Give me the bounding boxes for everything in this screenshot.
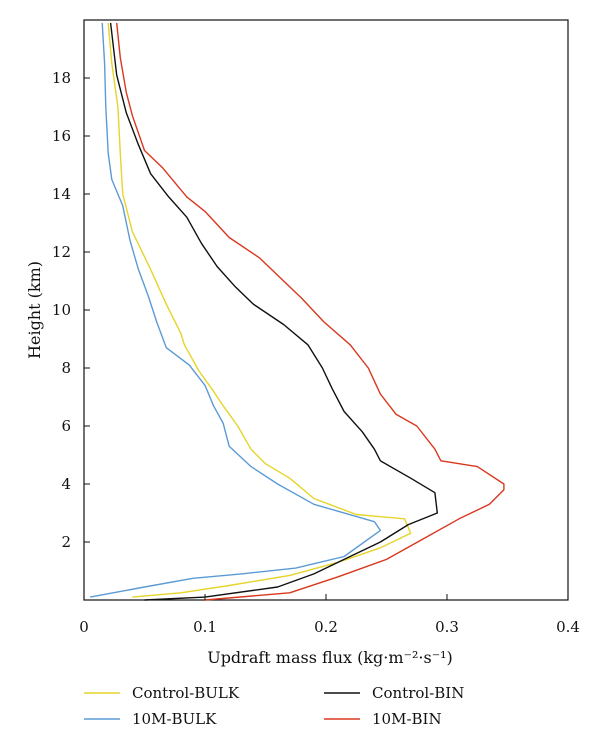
legend-label: Control-BIN — [372, 684, 464, 702]
x-tick-label: 0.4 — [556, 618, 580, 636]
y-tick-label: 10 — [52, 301, 71, 319]
legend-label: Control-BULK — [132, 684, 240, 702]
series-line-control-bin — [109, 22, 438, 601]
y-axis-title: Height (km) — [25, 261, 44, 359]
y-tick-label: 14 — [52, 185, 71, 203]
legend: Control-BULK Control-BIN 10M-BULK 10M-BIN — [84, 684, 464, 728]
y-axis: 2 4 6 8 10 12 14 16 18 — [52, 69, 90, 551]
x-tick-label: 0 — [79, 618, 89, 636]
series-line-10m-bulk — [89, 22, 382, 598]
x-tick-label: 0.2 — [314, 618, 338, 636]
y-tick-label: 4 — [61, 475, 71, 493]
x-axis: 0 0.1 0.2 0.3 0.4 — [79, 594, 580, 636]
y-tick-label: 8 — [61, 359, 71, 377]
legend-label: 10M-BULK — [132, 710, 217, 728]
y-tick-label: 16 — [52, 127, 71, 145]
y-tick-label: 6 — [61, 417, 71, 435]
legend-label: 10M-BIN — [372, 710, 442, 728]
plot-frame — [83, 19, 569, 601]
y-tick-label: 18 — [52, 69, 71, 87]
series-line-10m-bin — [116, 22, 505, 601]
series-layer — [89, 22, 505, 601]
x-tick-label: 0.3 — [435, 618, 459, 636]
series-line-control-bulk — [107, 22, 412, 598]
x-tick-label: 0.1 — [193, 618, 217, 636]
y-tick-label: 12 — [52, 243, 71, 261]
x-axis-title: Updraft mass flux (kg·m⁻²·s⁻¹) — [207, 648, 453, 667]
y-tick-label: 2 — [61, 533, 71, 551]
